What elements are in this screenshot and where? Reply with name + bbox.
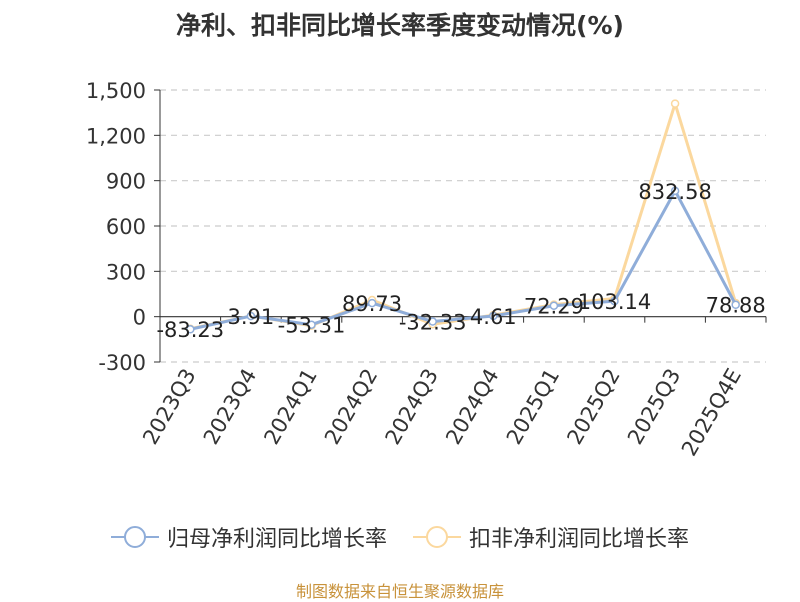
data-point-series1	[428, 317, 437, 326]
legend: 归母净利润同比增长率 扣非净利润同比增长率	[0, 520, 800, 554]
data-point-series1	[489, 311, 498, 321]
y-tick-label: 1,500	[86, 79, 146, 103]
x-tick-label: 2024Q4	[441, 365, 503, 449]
legend-label-series1: 归母净利润同比增长率	[166, 527, 387, 552]
x-tick-label: 2024Q1	[259, 365, 321, 449]
series-lines	[186, 99, 740, 334]
y-tick-label: 1,200	[86, 124, 146, 148]
y-tick-label: 300	[106, 260, 146, 284]
x-tick-label: 2025Q3	[623, 365, 685, 449]
data-point-series1	[549, 301, 559, 310]
y-tick-label: 600	[106, 215, 146, 239]
legend-label-series2: 扣非净利润同比增长率	[469, 527, 690, 552]
x-tick-label: 2024Q2	[320, 365, 382, 449]
data-point-series1	[670, 186, 680, 196]
x-tick-label: 2025Q4E	[677, 365, 746, 461]
legend-item-series2[interactable]: 扣非净利润同比增长率	[413, 521, 689, 553]
data-point-series1	[610, 296, 619, 306]
series-line-1	[189, 189, 738, 331]
data-label: 3.91	[228, 305, 275, 329]
series-line-2	[189, 102, 738, 331]
data-point-series1	[246, 311, 256, 321]
data-label: 4.61	[470, 305, 517, 329]
chart-title: 净利、扣非同比增长率季度变动情况(%)	[176, 11, 624, 40]
legend-marker-series2-icon	[413, 525, 461, 549]
x-tick-label: 2025Q1	[502, 365, 564, 449]
data-point-series1	[186, 324, 195, 334]
data-point-series1	[367, 298, 377, 308]
data-label: -32.33	[399, 311, 467, 335]
grid-lines	[160, 89, 766, 363]
data-point-series1	[307, 320, 316, 329]
data-label: 89.73	[342, 292, 402, 316]
y-tick-label: 0	[133, 306, 146, 330]
x-tick-label: 2023Q3	[138, 365, 200, 449]
line-chart: -30003006009001,2001,5002023Q32023Q42024…	[86, 79, 767, 461]
x-tick-label: 2023Q4	[199, 365, 261, 449]
data-label: -53.31	[278, 314, 346, 338]
y-tick-label: -300	[98, 351, 146, 375]
x-tick-label: 2025Q2	[562, 365, 624, 449]
y-tick-label: 900	[106, 170, 146, 194]
data-source-note: 制图数据来自恒生聚源数据库	[295, 582, 504, 601]
data-point-series1	[731, 300, 740, 309]
data-label: -83.23	[156, 318, 224, 342]
data-label: 103.14	[578, 290, 651, 314]
legend-item-series1[interactable]: 归母净利润同比增长率	[110, 521, 387, 553]
x-tick-label: 2024Q3	[381, 365, 443, 449]
data-point-series2	[670, 99, 680, 108]
data-label: 72.29	[524, 295, 584, 319]
data-label: 832.58	[638, 180, 711, 204]
data-label: 78.88	[706, 294, 766, 318]
legend-marker-series1-icon	[110, 525, 159, 549]
